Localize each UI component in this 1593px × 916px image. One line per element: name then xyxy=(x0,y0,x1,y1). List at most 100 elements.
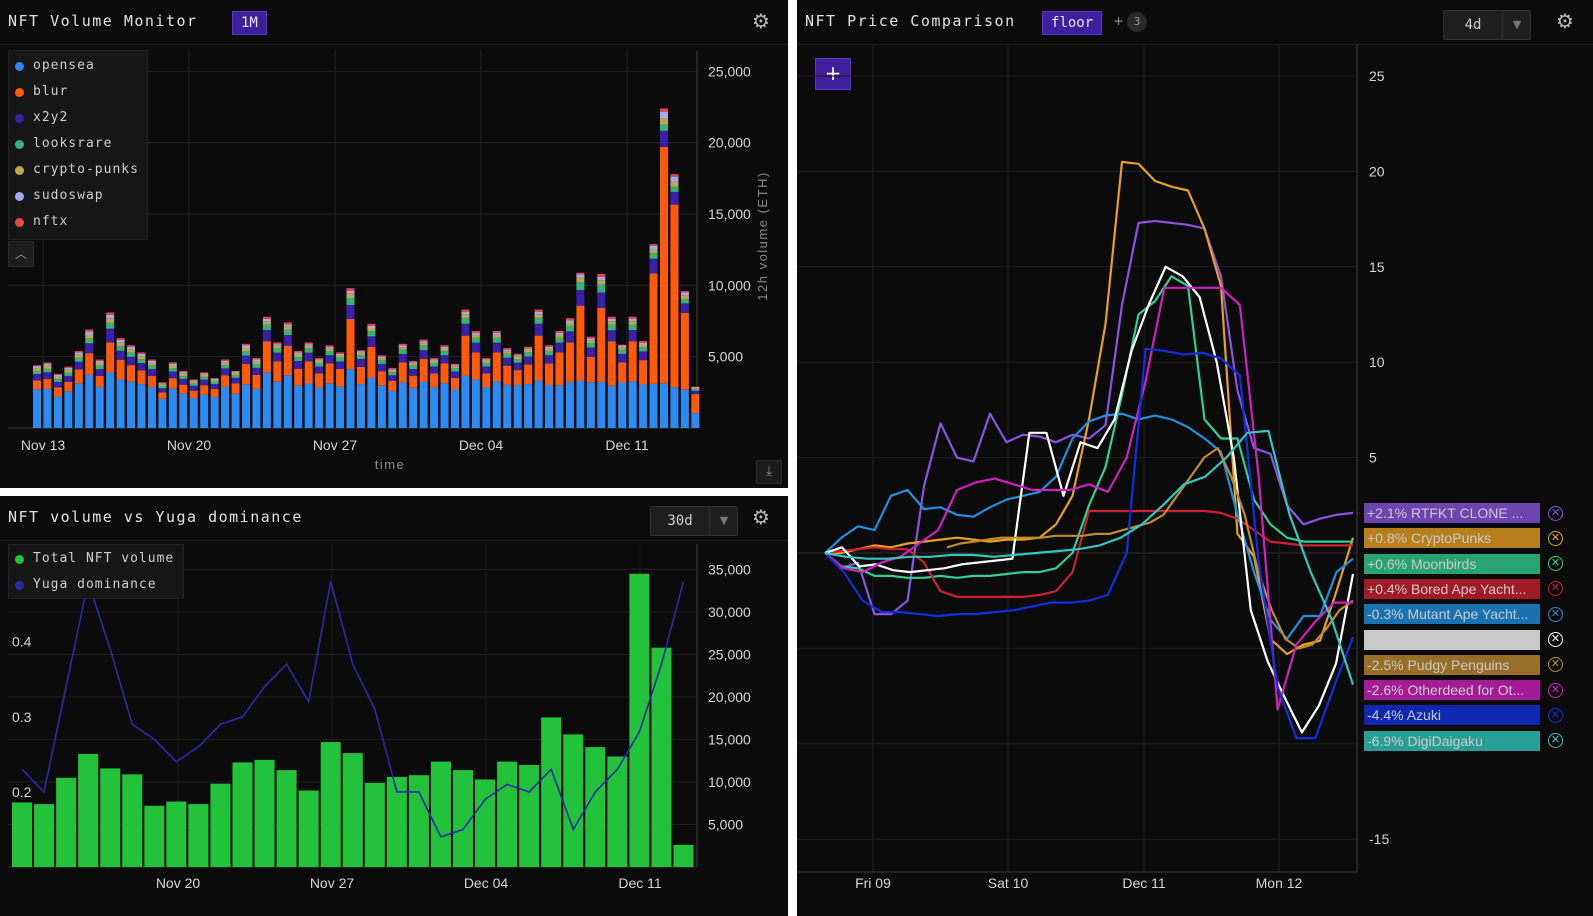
legend-label: looksrare xyxy=(33,136,113,151)
bar-segment-looksrare xyxy=(660,124,668,131)
bar-segment-opensea xyxy=(691,413,700,428)
metric-count-badge[interactable]: 3 xyxy=(1127,12,1147,32)
download-button[interactable]: ⤓ xyxy=(756,460,782,484)
bar-segment-x2y2 xyxy=(336,361,345,370)
chevron-down-icon[interactable]: ▼ xyxy=(719,514,729,527)
bar-segment-crypto-punks xyxy=(618,347,627,350)
y-tick-label-right: 30,000 xyxy=(708,604,751,620)
bar-segment-nftx xyxy=(283,322,292,325)
bar-segment-sudoswap xyxy=(377,356,386,359)
bar-segment-sudoswap xyxy=(346,291,355,294)
add-metric-icon[interactable]: + xyxy=(1114,12,1124,30)
legend-item-looksrare[interactable]: looksrare xyxy=(9,131,147,157)
bar-segment-nftx xyxy=(200,372,209,374)
bar-segment-nftx xyxy=(451,363,459,366)
range-select[interactable]: 30d ▼ xyxy=(650,506,738,536)
timeframe-badge[interactable]: 1M xyxy=(232,11,267,35)
close-icon[interactable]: ✕ xyxy=(1548,632,1563,647)
yuga-legend: Total NFT volume Yuga dominance xyxy=(8,544,184,599)
y-tick-label-right: 25,000 xyxy=(708,647,751,663)
bar-segment-nftx xyxy=(649,243,658,246)
bar-segment-sudoswap xyxy=(430,359,439,361)
bar-segment-looksrare xyxy=(503,353,512,358)
gear-icon[interactable]: ⚙ xyxy=(752,505,770,529)
bar-segment-crypto-punks xyxy=(492,334,501,338)
close-icon[interactable]: ✕ xyxy=(1548,556,1563,572)
close-icon[interactable]: ✕ xyxy=(1548,505,1563,521)
bar-segment-sudoswap xyxy=(356,351,365,353)
series-tag: -4.4% Azuki xyxy=(1364,705,1540,726)
bar-segment-blur xyxy=(43,378,52,389)
legend-label: Total NFT volume xyxy=(33,551,175,566)
bar-segment-sudoswap xyxy=(513,355,522,357)
bar-segment-blur xyxy=(53,387,62,397)
chevron-down-icon[interactable]: ▼ xyxy=(1512,18,1522,31)
bar-segment-blur xyxy=(534,335,543,381)
bar-segment-crypto-punks xyxy=(597,280,606,285)
close-icon[interactable]: ✕ xyxy=(1548,733,1563,749)
bar-segment-crypto-punks xyxy=(628,321,637,325)
range-select[interactable]: 4d ▼ xyxy=(1443,10,1531,40)
bar-segment-blur xyxy=(33,380,41,390)
bar-segment-opensea xyxy=(492,381,501,428)
bar-segment-crypto-punks xyxy=(367,328,376,332)
legend-collapse-button[interactable]: ︿ xyxy=(8,241,34,267)
legend-item-nftx[interactable]: nftx xyxy=(9,209,147,235)
bar-segment-crypto-punks xyxy=(607,321,616,325)
bar-segment-blur xyxy=(545,363,554,385)
close-icon[interactable]: ✕ xyxy=(1548,707,1563,723)
bar-segment-nftx xyxy=(147,359,156,361)
metric-badge[interactable]: floor xyxy=(1042,11,1103,35)
close-icon[interactable]: ✕ xyxy=(1548,581,1563,597)
bar-segment-looksrare xyxy=(430,362,439,367)
legend-item-crypto-punks[interactable]: crypto-punks xyxy=(9,157,147,183)
close-icon[interactable]: ✕ xyxy=(1548,682,1563,698)
bar-segment-blur xyxy=(315,373,324,388)
gear-icon[interactable]: ⚙ xyxy=(1556,9,1574,33)
legend-item-opensea[interactable]: opensea xyxy=(9,53,147,79)
legend-item-sudoswap[interactable]: sudoswap xyxy=(9,183,147,209)
y-tick-label: 5,000 xyxy=(708,349,743,365)
bar-segment-crypto-punks xyxy=(419,343,428,346)
bar-segment-sudoswap xyxy=(147,360,156,363)
bar-segment-sudoswap xyxy=(210,378,219,380)
bar-segment-sudoswap xyxy=(524,348,533,350)
bar-segment-crypto-punks xyxy=(471,334,480,338)
bar-segment-looksrare xyxy=(524,352,533,357)
bar-segment-x2y2 xyxy=(179,378,188,385)
bar-segment-blur xyxy=(158,392,167,399)
bar-segment-opensea xyxy=(325,383,334,428)
y-tick-label-right: 15,000 xyxy=(708,732,751,748)
bar-segment-opensea xyxy=(524,384,533,428)
add-collection-button[interactable]: + xyxy=(815,58,851,90)
bar-segment-looksrare xyxy=(555,337,564,343)
bar-segment-blur xyxy=(555,352,564,386)
legend-item-yuga-dominance[interactable]: Yuga dominance xyxy=(9,572,183,598)
bar-segment-opensea xyxy=(607,385,616,428)
bar-segment-x2y2 xyxy=(670,191,679,205)
bar-segment-blur xyxy=(377,371,386,386)
bar-segment-blur xyxy=(179,384,188,394)
bar-segment-sudoswap xyxy=(158,383,167,385)
legend-item-blur[interactable]: blur xyxy=(9,79,147,105)
legend-item-total-volume[interactable]: Total NFT volume xyxy=(9,546,183,572)
bar-segment-nftx xyxy=(64,366,73,368)
legend-label: opensea xyxy=(33,58,95,73)
bar-segment-looksrare xyxy=(262,324,271,331)
x-tick-label: Sat 10 xyxy=(988,875,1029,891)
close-icon[interactable]: ✕ xyxy=(1548,530,1563,546)
bar-segment-nftx xyxy=(471,331,480,333)
close-icon[interactable]: ✕ xyxy=(1548,657,1563,673)
bar-segment-opensea xyxy=(283,375,292,428)
bar-segment-x2y2 xyxy=(95,369,104,376)
bar-segment-crypto-punks xyxy=(398,347,407,350)
y-tick-label-left: 0.4 xyxy=(12,634,32,650)
bar-segment-blur xyxy=(210,389,219,398)
bar-segment-looksrare xyxy=(576,282,585,290)
gear-icon[interactable]: ⚙ xyxy=(752,9,770,33)
close-icon[interactable]: ✕ xyxy=(1548,606,1563,622)
legend-item-x2y2[interactable]: x2y2 xyxy=(9,105,147,131)
bar-segment-x2y2 xyxy=(252,367,261,375)
volume-bar xyxy=(585,747,606,867)
bar-segment-sudoswap xyxy=(618,345,627,348)
